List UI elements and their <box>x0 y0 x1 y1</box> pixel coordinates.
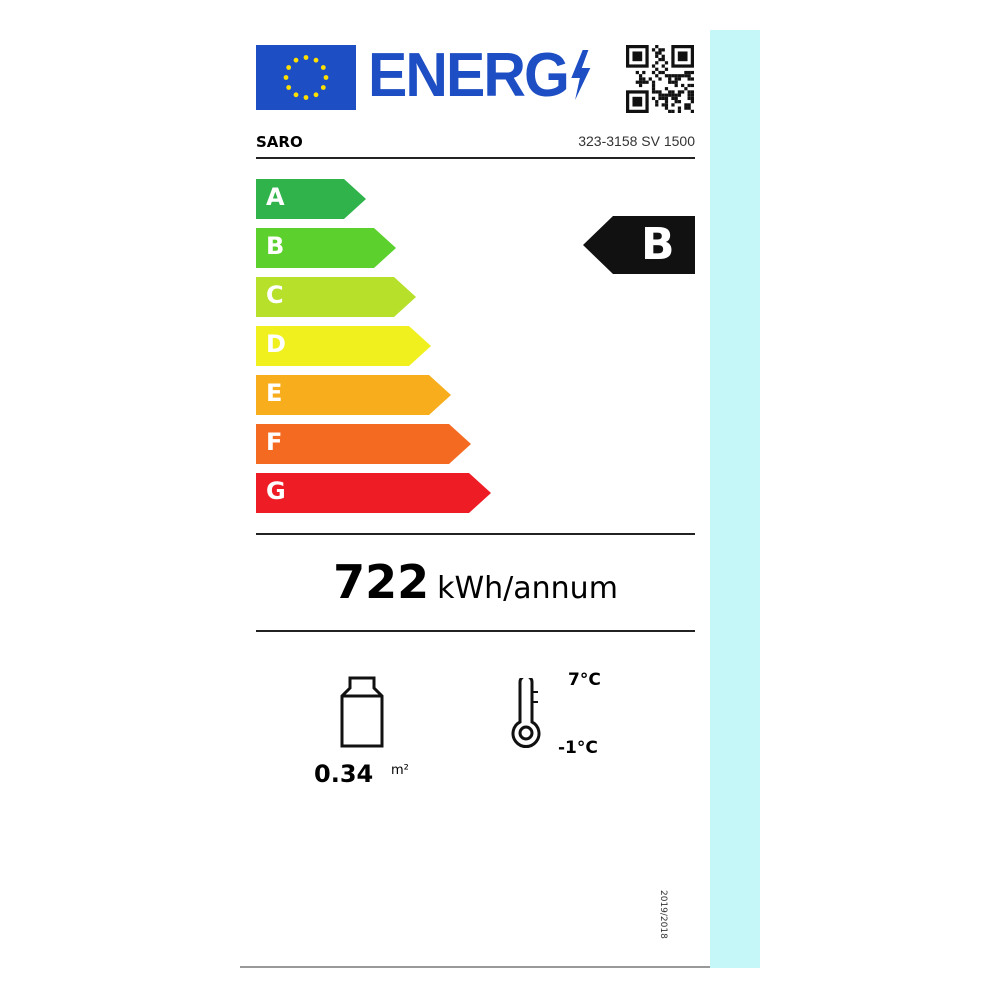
star <box>283 75 289 80</box>
star <box>293 92 299 98</box>
energy-class-a: A <box>256 179 366 219</box>
supplier-name: SARO <box>256 133 303 151</box>
display-cabinet-icon <box>340 676 384 748</box>
energy-class-c: C <box>256 277 416 317</box>
energy-class-d: D <box>256 326 431 366</box>
temperature-min: -1°C <box>558 738 598 758</box>
energy-class-b: B <box>256 228 396 268</box>
class-letter: F <box>266 428 283 456</box>
side-strip <box>710 30 760 968</box>
star <box>303 95 309 100</box>
star <box>303 55 309 60</box>
star <box>320 85 326 90</box>
divider <box>256 630 695 632</box>
thermometer-icon <box>511 678 541 749</box>
display-area-value: 0.34 <box>314 760 374 788</box>
temperature-max: 7°C <box>568 670 601 690</box>
star <box>293 57 299 63</box>
bottom-border <box>240 966 710 968</box>
star <box>320 65 326 70</box>
class-letter: E <box>266 379 283 407</box>
star <box>313 57 319 63</box>
eu-flag-icon <box>256 45 356 110</box>
divider <box>256 157 695 159</box>
class-letter: C <box>266 281 284 309</box>
logo-text: ENERG <box>368 41 570 110</box>
divider <box>256 533 695 535</box>
display-area-unit: m² <box>391 763 409 778</box>
energy-consumption: 722 kWh/annum <box>256 555 695 609</box>
rating-letter: B <box>641 219 675 270</box>
star <box>286 85 292 90</box>
regulation-number: 2019/2018 <box>658 890 668 939</box>
star <box>323 75 329 80</box>
rating-arrow: B <box>583 216 695 274</box>
energy-class-f: F <box>256 424 471 464</box>
energy-value: 722 <box>333 555 430 609</box>
class-letter: D <box>266 330 286 358</box>
class-letter: G <box>266 477 286 505</box>
star <box>286 65 292 70</box>
energy-unit: kWh/annum <box>437 571 618 606</box>
lightning-icon <box>571 50 591 100</box>
model-identifier: 323-3158 SV 1500 <box>578 133 695 149</box>
class-letter: A <box>266 183 285 211</box>
qr-code-icon <box>626 45 694 113</box>
energy-class-e: E <box>256 375 451 415</box>
energy-logo: ENERG <box>368 40 593 111</box>
energy-class-g: G <box>256 473 491 513</box>
class-letter: B <box>266 232 285 260</box>
star <box>313 92 319 98</box>
